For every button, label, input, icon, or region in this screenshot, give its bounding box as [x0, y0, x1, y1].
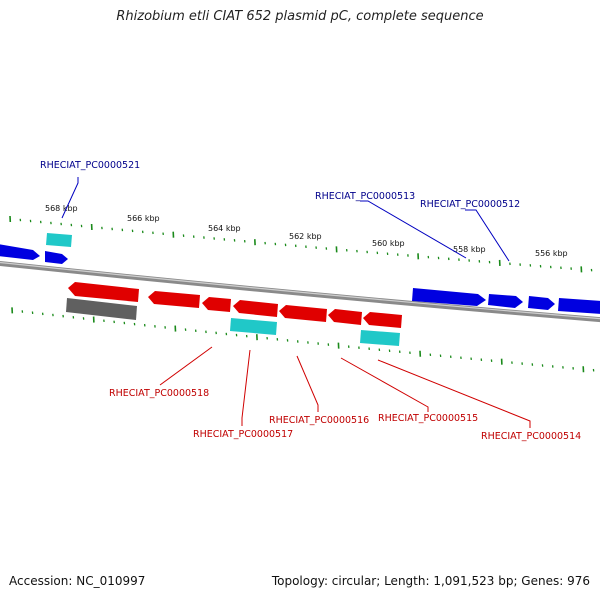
scale-label-562: 562 kbp: [289, 232, 322, 241]
scale-label-558: 558 kbp: [453, 245, 486, 254]
reverse-gene-pc0000517[interactable]: [202, 297, 231, 312]
scale-label-560: 560 kbp: [372, 239, 405, 248]
label-leaders-reverse: [159, 346, 531, 428]
inner-tick-ring: [11, 307, 595, 373]
reverse-gene-pc0000516[interactable]: [233, 300, 278, 317]
leader-pc0000513: [360, 200, 467, 259]
gene-labels-reverse: RHECIAT_PC0000518 RHECIAT_PC0000517 RHEC…: [109, 388, 581, 442]
gene-label-pc0000513[interactable]: RHECIAT_PC0000513: [315, 191, 415, 202]
leader-pc0000521: [61, 177, 79, 219]
leader-pc0000515: [340, 357, 429, 412]
reverse-genes: [68, 282, 402, 328]
leader-pc0000512: [465, 209, 510, 262]
forward-gene-pc0000513[interactable]: [412, 288, 486, 306]
plasmid-backbone-highlight: [0, 261, 600, 320]
gene-label-pc0000515[interactable]: RHECIAT_PC0000515: [378, 413, 478, 424]
forward-gene[interactable]: [528, 296, 555, 310]
scale-label-566: 566 kbp: [127, 214, 160, 223]
gene-labels-forward: RHECIAT_PC0000521 RHECIAT_PC0000513 RHEC…: [40, 160, 520, 210]
label-leaders-forward: [61, 177, 510, 262]
gene-label-pc0000516[interactable]: RHECIAT_PC0000516: [269, 415, 369, 426]
rna-feature-pc0000517[interactable]: [230, 318, 277, 335]
reverse-gene[interactable]: [68, 282, 139, 302]
forward-gene-pc0000521[interactable]: [45, 251, 68, 264]
scale-label-568: 568 kbp: [45, 204, 78, 213]
rna-features: [46, 233, 400, 346]
forward-gene[interactable]: [0, 244, 40, 260]
leader-pc0000517: [241, 349, 251, 426]
map-title: Rhizobium etli CIAT 652 plasmid pC, comp…: [116, 9, 484, 24]
gene-label-pc0000514[interactable]: RHECIAT_PC0000514: [481, 431, 581, 442]
gene-label-pc0000521[interactable]: RHECIAT_PC0000521: [40, 160, 140, 171]
leader-pc0000516: [296, 355, 319, 412]
pseudo-gene[interactable]: [66, 298, 137, 320]
reverse-gene[interactable]: [328, 309, 362, 325]
reverse-gene-pc0000518[interactable]: [148, 291, 200, 308]
topology-text: Topology: circular; Length: 1,091,523 bp…: [271, 574, 590, 588]
scale-label-556: 556 kbp: [535, 249, 568, 258]
gene-label-pc0000512[interactable]: RHECIAT_PC0000512: [420, 199, 520, 210]
gene-label-pc0000518[interactable]: RHECIAT_PC0000518: [109, 388, 209, 399]
reverse-gene-pc0000514[interactable]: [363, 312, 402, 328]
scale-label-564: 564 kbp: [208, 224, 241, 233]
rna-feature-pc0000521[interactable]: [46, 233, 72, 247]
accession-text: Accession: NC_010997: [9, 574, 146, 588]
plasmid-backbone: [0, 261, 600, 323]
forward-gene-pc0000512[interactable]: [488, 294, 523, 308]
scale-labels: 568 kbp 566 kbp 564 kbp 562 kbp 560 kbp …: [45, 204, 568, 258]
gene-label-pc0000517[interactable]: RHECIAT_PC0000517: [193, 429, 293, 440]
forward-genes: [0, 244, 600, 314]
leader-pc0000514: [377, 359, 531, 428]
reverse-gene-pc0000515[interactable]: [279, 305, 327, 322]
leader-pc0000518: [159, 346, 213, 386]
forward-gene[interactable]: [558, 298, 600, 314]
outer-tick-ring: [9, 215, 593, 273]
rna-feature-pc0000515[interactable]: [360, 330, 400, 346]
